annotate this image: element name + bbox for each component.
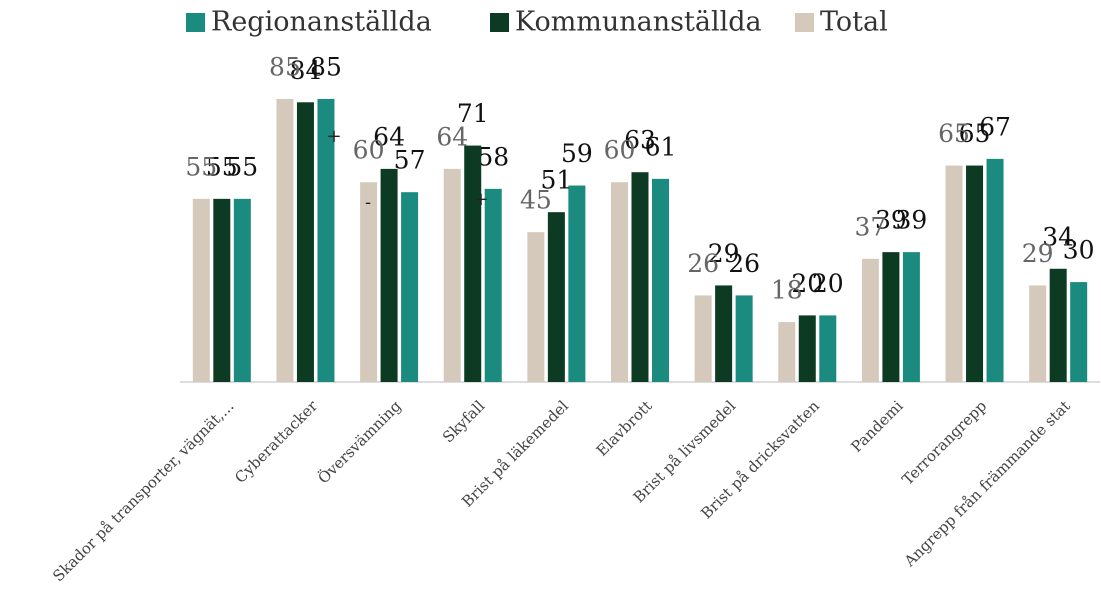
data-label: 57 (394, 146, 426, 175)
annotation: - (365, 192, 371, 213)
data-label: 64 (373, 122, 405, 151)
bar (652, 178, 669, 382)
x-tick-label: Skyfall (439, 397, 489, 447)
data-label: 63 (624, 126, 656, 155)
data-label: 85 (310, 52, 342, 81)
data-label: 85 (269, 52, 301, 81)
bar (317, 98, 335, 382)
bar (380, 168, 398, 382)
bar (798, 315, 816, 382)
x-tick-label: Angrepp från främmande stat (900, 397, 1074, 571)
data-label: 45 (520, 186, 552, 215)
data-label: 29 (1022, 239, 1054, 268)
bar (631, 172, 649, 382)
x-tick-label: Cyberattacker (231, 396, 321, 486)
bar (1070, 282, 1088, 382)
x-tick-label: Terrorangrepp (898, 397, 990, 489)
bar (276, 98, 294, 382)
data-label: 18 (771, 276, 803, 305)
data-label: 60 (604, 136, 636, 165)
data-label: 34 (1042, 222, 1074, 251)
bar (902, 252, 920, 382)
x-tick-label: Skador på transporter, vägnät,... (49, 397, 237, 585)
bar (735, 295, 753, 382)
x-tick-label: Översvämning (314, 397, 405, 488)
bar (611, 182, 628, 382)
bar (547, 212, 565, 382)
data-label: 39 (875, 206, 907, 235)
data-label: 55 (206, 152, 238, 181)
legend-swatch (795, 13, 814, 32)
bar (715, 285, 733, 382)
bar (360, 182, 378, 382)
data-label: 65 (938, 119, 970, 148)
x-tick-label: Pandemi (848, 397, 907, 456)
data-label: 65 (959, 119, 991, 148)
bar (443, 168, 461, 382)
data-label: 71 (457, 99, 489, 128)
data-label: 55 (185, 152, 217, 181)
annotation: + (473, 189, 488, 210)
data-label: 58 (477, 142, 509, 171)
legend-label: Kommunanställda (515, 7, 762, 38)
bar (986, 158, 1004, 382)
data-label: 55 (226, 152, 258, 181)
annotation: + (326, 126, 341, 147)
legend-swatch (490, 13, 509, 32)
bar (882, 252, 900, 382)
data-label: 67 (979, 112, 1011, 141)
bar (527, 232, 545, 382)
data-label: 29 (708, 239, 740, 268)
data-label: 39 (896, 206, 928, 235)
data-label: 51 (540, 166, 572, 195)
bar (568, 185, 586, 382)
legend-label: Regionanställda (211, 7, 432, 38)
legend-label: Total (820, 7, 888, 38)
data-label: 60 (353, 136, 385, 165)
data-label: 30 (1063, 236, 1095, 265)
bar (464, 145, 482, 382)
bar (296, 102, 314, 382)
bar (192, 198, 210, 382)
bar (694, 295, 712, 382)
bar (1029, 285, 1047, 382)
data-label: 59 (561, 139, 593, 168)
data-label: 37 (855, 212, 887, 241)
bar (945, 165, 963, 382)
bar (213, 198, 231, 382)
data-label: 26 (728, 249, 760, 278)
bar (778, 322, 796, 382)
bar (1049, 268, 1067, 382)
data-label: 84 (290, 56, 322, 85)
bar (484, 188, 502, 382)
data-label: 20 (791, 269, 823, 298)
bar (233, 198, 251, 382)
data-label: 64 (436, 122, 468, 151)
data-label: 61 (645, 132, 677, 161)
bar (966, 165, 984, 382)
bar (401, 192, 419, 382)
legend-swatch (186, 13, 205, 32)
bar (861, 258, 879, 382)
x-tick-label: Elavbrott (593, 397, 656, 460)
data-label: 20 (812, 269, 844, 298)
data-label: 26 (687, 249, 719, 278)
bar (819, 315, 837, 382)
